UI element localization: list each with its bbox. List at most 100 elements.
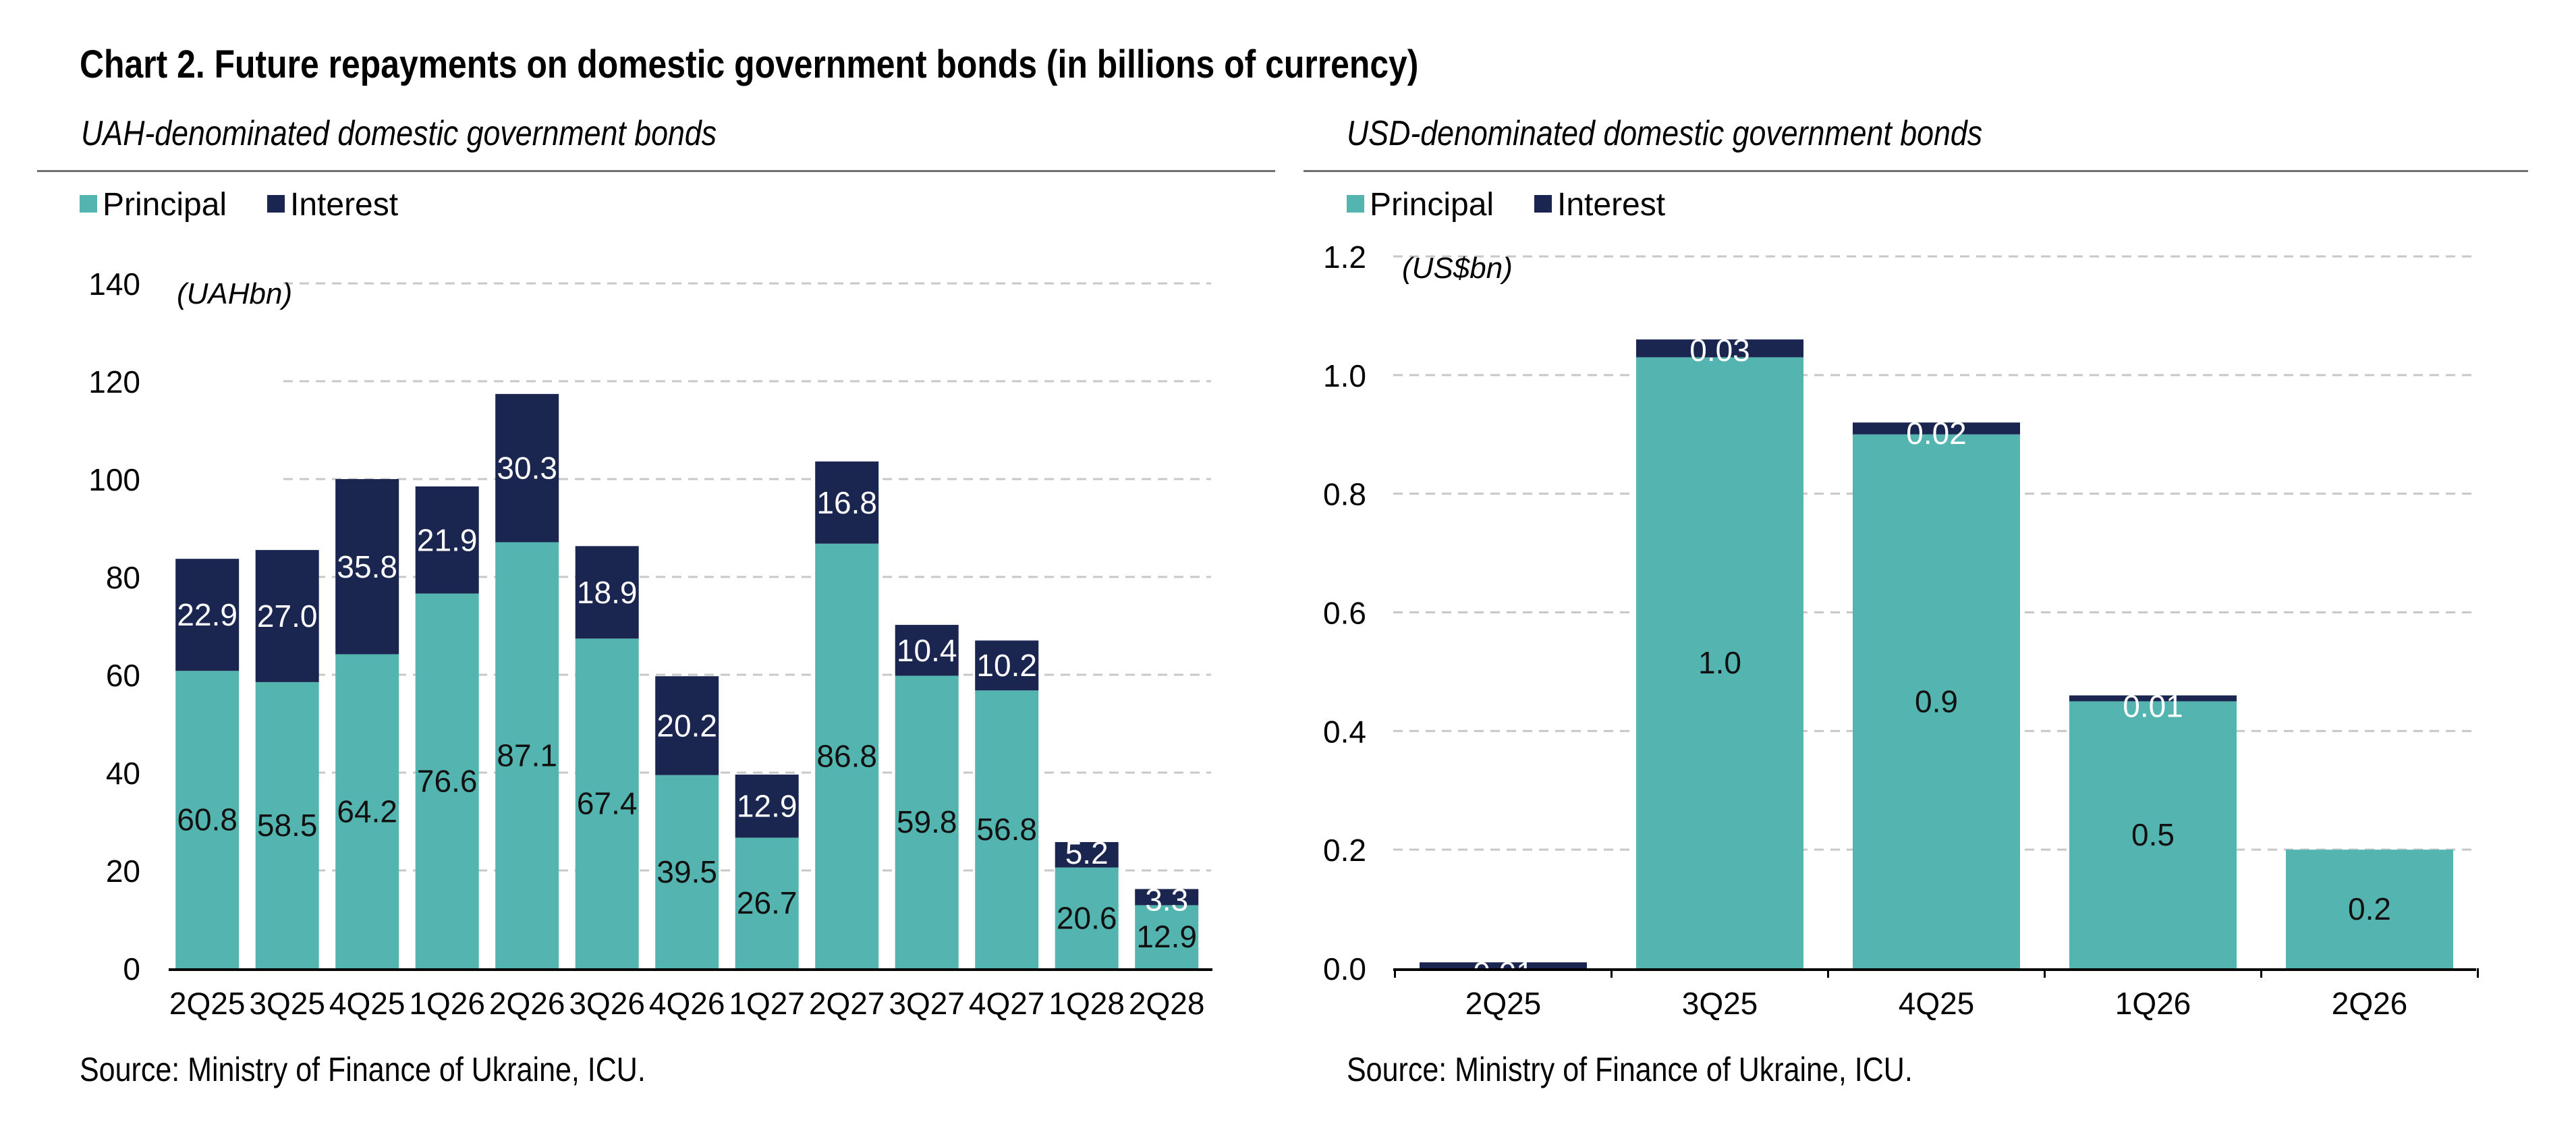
usd-label-interest-2q25: 0.01 [1473,955,1534,991]
usd-y-tick-label: 0.4 [1323,714,1366,749]
uah-label-principal-3q27: 59.8 [897,804,957,839]
usd-x-tick-label: 1Q26 [2115,986,2191,1021]
uah-label-principal-1q28: 20.6 [1057,900,1117,935]
uah-y-tick-label: 120 [88,364,140,399]
uah-bar-principal-1q26 [415,593,479,968]
uah-label-principal-4q26: 39.5 [656,854,717,889]
uah-label-interest-2q28: 3.3 [1145,883,1188,918]
uah-label-interest-2q25: 22.9 [177,597,237,632]
usd-x-tick-label: 2Q25 [1465,986,1542,1021]
uah-x-tick-label: 4Q26 [649,986,725,1021]
uah-bar-principal-4q26 [655,775,719,968]
usd-label-principal-4q25: 0.9 [1915,684,1958,719]
usd-source-note: Source: Ministry of Finance of Ukraine, … [1347,1051,1913,1088]
usd-x-tick-label: 4Q25 [1899,986,1975,1021]
usd-bar-principal-2q26 [2286,850,2453,968]
uah-bar-principal-3q27 [895,675,959,968]
uah-bar-interest-3q27 [895,625,959,676]
uah-bar-principal-2q26 [495,542,559,968]
uah-label-principal-3q25: 58.5 [257,808,318,843]
uah-y-tick-label: 40 [106,756,140,791]
uah-label-interest-3q26: 18.9 [577,575,638,610]
uah-label-interest-3q25: 27.0 [257,599,318,634]
uah-bar-principal-2q25 [175,671,240,968]
uah-x-tick-label: 2Q27 [809,986,885,1021]
usd-y-tick-label: 0.8 [1323,477,1366,512]
uah-label-principal-4q25: 64.2 [337,794,397,829]
uah-bar-principal-3q25 [255,682,319,968]
uah-label-principal-2q28: 12.9 [1136,919,1197,954]
uah-x-tick-label: 4Q27 [969,986,1045,1021]
uah-label-interest-1q26: 21.9 [417,522,478,557]
uah-x-tick-label: 2Q26 [489,986,565,1021]
uah-label-principal-1q26: 76.6 [417,763,478,798]
usd-legend-label-principal: Principal [1370,187,1494,223]
uah-x-tick-label: 4Q25 [329,986,405,1021]
uah-legend-swatch-interest [267,195,285,213]
usd-bar-principal-1q26 [2069,701,2237,968]
uah-x-tick-label: 1Q26 [409,986,485,1021]
usd-bar-principal-3q25 [1636,357,1803,968]
usd-x-tick-label: 2Q26 [2332,986,2408,1021]
uah-bar-interest-4q27 [975,640,1039,691]
uah-bar-interest-3q25 [255,550,319,682]
usd-chart-subtitle: USD-denominated domestic government bond… [1347,114,1983,153]
usd-legend-label-interest: Interest [1557,187,1665,223]
usd-label-principal-2q26: 0.2 [2348,891,2391,926]
uah-bar-principal-2q27 [815,543,879,968]
uah-x-tick-label: 2Q25 [169,986,246,1021]
uah-label-interest-1q28: 5.2 [1065,835,1109,870]
usd-y-tick-label: 1.0 [1323,358,1366,393]
usd-y-tick-label: 1.2 [1323,240,1366,275]
uah-bar-interest-1q26 [415,486,479,594]
usd-label-interest-4q25: 0.02 [1906,416,1967,451]
usd-legend-swatch-principal [1347,195,1364,213]
uah-label-principal-4q27: 56.8 [976,812,1037,847]
uah-y-tick-label: 0 [123,951,140,987]
uah-x-tick-label: 3Q25 [249,986,325,1021]
uah-label-principal-2q25: 60.8 [177,802,237,837]
uah-bar-principal-1q27 [735,837,799,968]
usd-subtitle-rule [1304,170,2528,172]
usd-y-tick-label: 0.2 [1323,833,1366,868]
uah-legend-label-principal: Principal [103,187,227,223]
uah-label-interest-4q27: 10.2 [976,648,1037,683]
uah-unit-note: (UAHbn) [177,277,292,310]
usd-legend-swatch-interest [1534,195,1552,213]
uah-bar-interest-1q27 [735,774,799,838]
uah-bar-interest-2q27 [815,461,879,544]
uah-bar-interest-2q26 [495,393,559,543]
uah-bar-principal-4q25 [335,654,399,968]
uah-x-tick-label: 3Q26 [569,986,645,1021]
uah-label-interest-2q27: 16.8 [816,485,877,520]
usd-y-tick-label: 0.0 [1323,951,1366,987]
uah-y-tick-label: 80 [106,560,140,595]
uah-legend-swatch-principal [80,195,97,213]
uah-label-interest-4q25: 35.8 [337,549,397,584]
usd-bar-interest-4q25 [1853,422,2020,435]
usd-label-interest-1q26: 0.01 [2123,689,2183,724]
uah-y-tick-label: 100 [88,462,140,497]
uah-bar-interest-4q25 [335,479,399,655]
uah-label-principal-1q27: 26.7 [737,885,797,920]
uah-legend-label-interest: Interest [290,187,398,223]
uah-label-principal-2q27: 86.8 [816,738,877,773]
uah-bar-principal-4q27 [975,690,1039,968]
usd-bar-principal-4q25 [1853,434,2020,968]
uah-bar-principal-3q26 [575,638,639,968]
usd-x-tick-label: 3Q25 [1682,986,1758,1021]
uah-x-tick-label: 3Q27 [889,986,965,1021]
uah-label-interest-1q27: 12.9 [737,789,797,824]
uah-label-interest-3q27: 10.4 [897,633,957,668]
usd-label-principal-1q26: 0.5 [2131,817,2175,852]
uah-source-note: Source: Ministry of Finance of Ukraine, … [80,1051,646,1088]
usd-bar-interest-3q25 [1636,339,1803,358]
usd-bar-interest-1q26 [2069,695,2237,702]
uah-x-tick-label: 1Q28 [1048,986,1125,1021]
uah-label-principal-3q26: 67.4 [577,786,638,821]
uah-x-tick-label: 1Q27 [729,986,805,1021]
uah-bar-principal-2q28 [1135,905,1199,968]
usd-unit-note: (US$bn) [1402,252,1513,285]
uah-label-principal-2q26: 87.1 [497,738,557,773]
